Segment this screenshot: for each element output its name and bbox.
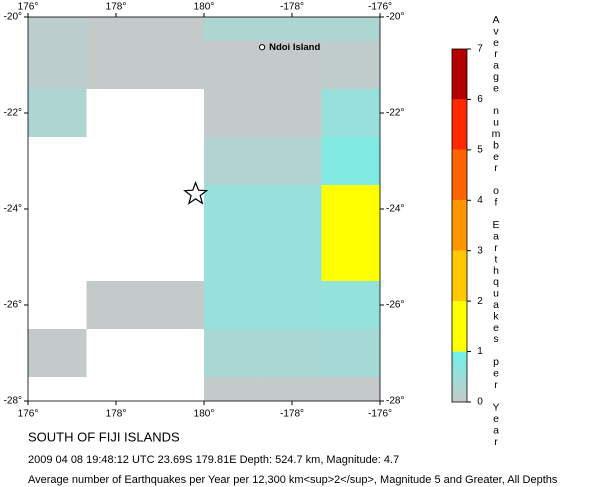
x-tick-label: 180° xyxy=(194,409,215,420)
grid-cell xyxy=(28,329,87,377)
grid-cell xyxy=(28,41,87,89)
x-tick-label: 178° xyxy=(106,2,127,13)
colorbar-gradient xyxy=(452,351,467,402)
x-tick-label: 178° xyxy=(106,409,127,420)
grid-cell xyxy=(321,137,380,185)
grid-cell xyxy=(262,377,322,401)
grid-cell xyxy=(321,377,380,401)
y-tick-label: -28° xyxy=(386,396,404,407)
grid-cell xyxy=(262,17,322,41)
grid-cell xyxy=(145,41,204,89)
x-tick-label: -178° xyxy=(280,2,304,13)
grid-cell xyxy=(86,281,146,329)
x-tick-label: 176° xyxy=(18,2,39,13)
grid-cell xyxy=(86,17,146,41)
colorbar-tick-label: 6 xyxy=(477,94,483,105)
grid-cell xyxy=(262,89,322,137)
grid-cell xyxy=(204,233,263,281)
y-tick-label: -24° xyxy=(386,204,404,215)
grid-cell xyxy=(262,137,322,185)
y-tick-label: -20° xyxy=(4,12,22,23)
x-tick-label: 180° xyxy=(194,2,215,13)
colorbar-step xyxy=(452,200,467,251)
colorbar-tick-label: 3 xyxy=(477,245,483,256)
y-tick-label: -24° xyxy=(4,204,22,215)
grid-cell xyxy=(86,41,146,89)
colorbar-tick-label: 4 xyxy=(477,195,483,206)
grid-cell xyxy=(204,185,263,233)
y-tick-label: -26° xyxy=(386,300,404,311)
grid-cell xyxy=(321,281,380,329)
caption: Average number of Earthquakes per Year p… xyxy=(28,474,558,486)
x-tick-label: 176° xyxy=(18,409,39,420)
colorbar-step xyxy=(452,301,467,352)
colorbar-tick-label: 5 xyxy=(477,144,483,155)
grid-cell xyxy=(262,41,322,89)
colorbar-tick-label: 7 xyxy=(477,44,483,55)
grid-cell xyxy=(28,89,87,137)
grid-cell xyxy=(204,377,263,401)
x-tick-label: -178° xyxy=(280,409,304,420)
grid-cell xyxy=(262,281,322,329)
grid-cell xyxy=(204,17,263,41)
grid-cell xyxy=(321,89,380,137)
grid-cell xyxy=(204,137,263,185)
title: SOUTH OF FIJI ISLANDS xyxy=(28,429,180,444)
colorbar-step xyxy=(452,149,467,201)
y-tick-label: -26° xyxy=(4,300,22,311)
y-tick-label: -22° xyxy=(386,108,404,119)
grid-cell xyxy=(321,185,380,233)
place-marker xyxy=(258,44,266,51)
x-tick-label: -176° xyxy=(368,409,392,420)
y-tick-label: -20° xyxy=(386,12,404,23)
colorbar-step xyxy=(452,49,467,100)
colorbar-tick-label: 1 xyxy=(477,346,483,357)
grid-cell xyxy=(204,281,263,329)
grid-cell xyxy=(145,281,204,329)
y-tick-label: -22° xyxy=(4,108,22,119)
y-tick-label: -28° xyxy=(4,396,22,407)
grid-cell xyxy=(28,17,87,41)
grid-cell xyxy=(321,329,380,377)
x-tick-label: -176° xyxy=(368,2,392,13)
subtitle: 2009 04 08 19:48:12 UTC 23.69S 179.81E D… xyxy=(28,454,399,466)
grid-cell xyxy=(262,329,322,377)
colorbar-tick-label: 0 xyxy=(477,397,483,408)
grid-cell xyxy=(204,41,263,89)
place-label: Ndoi Island xyxy=(269,42,320,53)
colorbar-step xyxy=(452,250,467,302)
grid-cell xyxy=(204,89,263,137)
colorbar-tick-label: 2 xyxy=(477,296,483,307)
grid-cell xyxy=(145,17,204,41)
grid-cell xyxy=(262,185,322,233)
colorbar-label: Average number of Earthquakes per Year xyxy=(490,14,502,448)
grid-cell xyxy=(321,41,380,89)
grid-cell xyxy=(321,17,380,41)
grid-cell xyxy=(262,233,322,281)
colorbar-frame xyxy=(451,48,468,403)
epicenter-star xyxy=(183,180,209,205)
grid-cell xyxy=(204,329,263,377)
grid-cell xyxy=(321,233,380,281)
colorbar-step xyxy=(452,99,467,150)
